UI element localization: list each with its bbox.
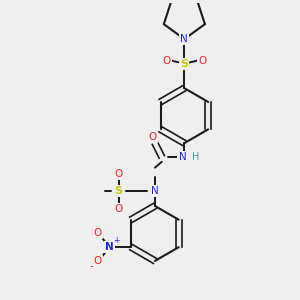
- Text: N: N: [151, 186, 159, 196]
- Text: S: S: [115, 186, 123, 196]
- Text: N: N: [105, 242, 114, 252]
- Text: +: +: [113, 236, 120, 245]
- Text: N: N: [178, 152, 186, 162]
- Text: O: O: [94, 256, 102, 266]
- Text: S: S: [180, 58, 188, 69]
- Text: O: O: [198, 56, 206, 66]
- Text: O: O: [94, 228, 102, 239]
- Text: -: -: [89, 261, 93, 271]
- Text: O: O: [115, 204, 123, 214]
- Text: N: N: [181, 34, 188, 44]
- Text: H: H: [192, 152, 200, 162]
- Text: O: O: [115, 169, 123, 178]
- Text: O: O: [163, 56, 171, 66]
- Text: O: O: [149, 132, 157, 142]
